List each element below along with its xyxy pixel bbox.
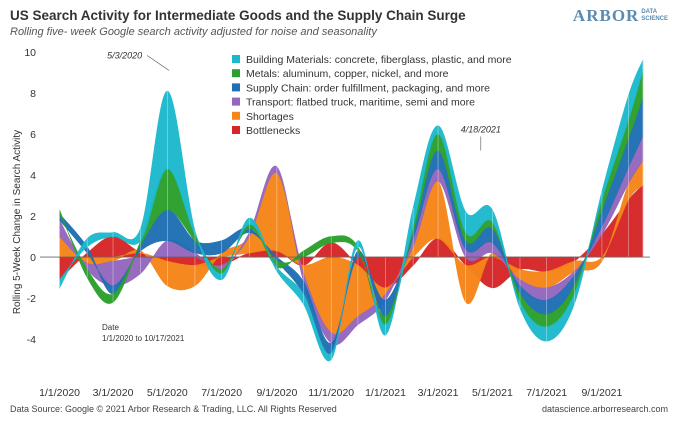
annotation-label: 4/18/2021 [461,124,501,134]
logo-wordmark: ARBOR [572,6,640,25]
legend-label: Metals: aluminum, copper, nickel, and mo… [246,68,449,80]
y-tick-label: 4 [30,170,36,182]
y-axis: -4 -2 0 2 4 6 8 10 [24,47,36,346]
x-tick-label: 3/1/2021 [418,387,459,399]
annotation-label: 5/3/2020 [107,51,142,61]
annotation-leader [146,55,170,71]
chart-subtitle: Rolling five- week Google search activit… [10,26,377,38]
x-tick-label: 11/1/2020 [308,387,354,399]
data-source: Data Source: Google © 2021 Arbor Researc… [10,404,337,414]
y-tick-label: 6 [30,129,36,141]
y-tick-label: 0 [30,252,36,264]
y-tick-label: 2 [30,211,36,223]
x-tick-label: 3/1/2020 [93,387,134,399]
arbor-logo: ARBOR DATA SCIENCE [573,6,668,26]
legend-label: Shortages [246,111,294,123]
logo-subtext: DATA SCIENCE [641,9,668,23]
legend-label: Supply Chain: order fulfillment, packagi… [246,82,490,94]
logo-sub-science: SCIENCE [641,16,668,22]
legend-swatch [232,69,240,78]
logo-sub-data: DATA [641,9,658,15]
annotations: 5/3/2020 4/18/2021 [107,51,501,151]
x-tick-label: 5/1/2020 [147,387,188,399]
legend-swatch [232,126,240,134]
x-tick-label: 1/1/2021 [365,387,406,399]
site-url: datascience.arborresearch.com [541,404,668,414]
x-tick-label: 5/1/2021 [472,387,513,399]
x-tick-label: 7/1/2021 [526,387,567,399]
legend-swatch [232,111,240,120]
legend-swatch [232,97,240,106]
date-filter-label: Date [102,323,119,332]
date-filter-range: 1/1/2020 to 10/17/2021 [102,334,185,343]
y-tick-label: -4 [27,334,36,346]
legend: Building Materials: concrete, fiberglass… [232,54,512,137]
legend-label: Bottlenecks [246,125,300,137]
y-tick-label: -2 [27,293,36,305]
x-axis: 1/1/2020 3/1/2020 5/1/2020 7/1/2020 9/1/2020… [39,387,622,399]
y-tick-label: 10 [24,47,36,59]
x-tick-label: 9/1/2021 [581,387,622,399]
legend-label: Transport: flatbed truck, maritime, semi… [246,97,475,109]
legend-swatch [232,55,240,63]
chart-title: US Search Activity for Intermediate Good… [10,8,466,23]
legend-swatch [232,83,240,92]
x-tick-label: 7/1/2020 [201,387,242,399]
y-axis-title: Rolling 5-Week Change in Search Activity [12,130,23,314]
legend-label: Building Materials: concrete, fiberglass… [246,54,512,66]
area-layers [40,60,650,362]
x-tick-label: 9/1/2020 [256,387,297,399]
y-tick-label: 8 [30,88,36,100]
x-tick-label: 1/1/2020 [39,387,80,399]
